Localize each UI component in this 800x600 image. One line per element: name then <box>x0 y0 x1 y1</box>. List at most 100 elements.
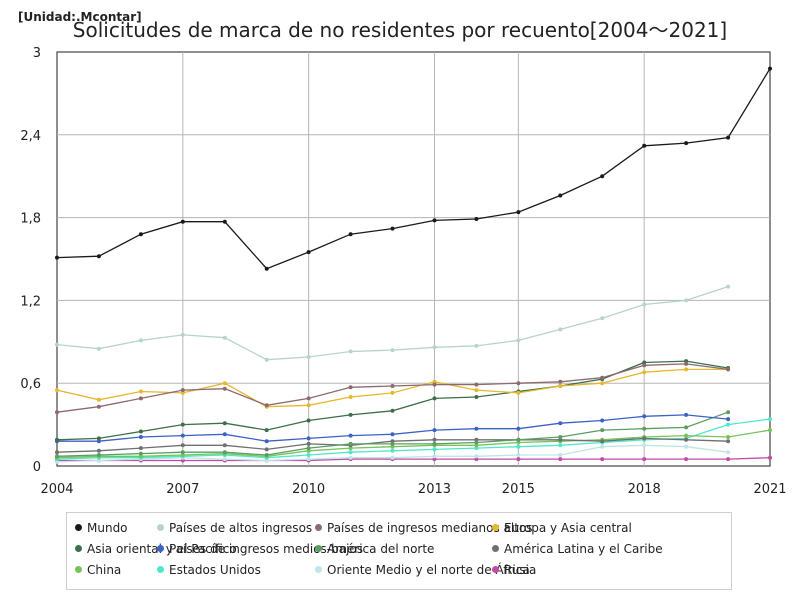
series-europa-y-asia-central <box>55 367 731 409</box>
data-point <box>138 446 143 451</box>
y-tick-label: 0 <box>33 460 41 475</box>
data-point <box>390 226 395 231</box>
data-point <box>642 370 647 375</box>
legend-label: América Latina y el Caribe <box>504 541 663 556</box>
legend-label: Rusia <box>504 562 537 577</box>
data-point <box>432 454 437 459</box>
data-point <box>642 443 647 448</box>
data-point <box>138 232 143 237</box>
legend-item: Estados Unidos <box>157 559 315 580</box>
legend-item: Mundo <box>75 517 157 538</box>
data-point <box>600 418 605 423</box>
series-line <box>57 414 729 442</box>
data-point <box>55 437 59 442</box>
data-point <box>684 457 689 462</box>
legend-label: China <box>87 562 122 577</box>
data-point <box>474 426 479 431</box>
data-point <box>222 432 227 437</box>
data-point <box>474 395 479 399</box>
data-point <box>390 408 395 413</box>
series-line <box>56 363 729 413</box>
legend-label: América del norte <box>327 541 435 556</box>
y-tick-label: 3 <box>33 46 41 61</box>
data-point <box>432 428 437 433</box>
legend-item: América Latina y el Caribe <box>492 538 663 559</box>
data-point <box>180 458 185 463</box>
legend-label: Países de altos ingresos <box>169 520 313 535</box>
legend-label: Países de ingresos medianos altos <box>327 520 533 535</box>
data-point <box>55 459 59 464</box>
legend-item: Europa y Asia central <box>492 517 662 538</box>
data-point <box>306 441 311 446</box>
data-point <box>222 219 227 224</box>
data-point <box>726 135 731 140</box>
data-point <box>516 444 521 449</box>
legend-label: Estados Unidos <box>169 562 261 577</box>
data-point <box>348 232 353 237</box>
legend-label: Países de ingresos medios-bajos <box>169 541 364 556</box>
legend-swatch <box>75 524 82 531</box>
series-china <box>55 428 772 460</box>
data-point <box>138 429 143 434</box>
data-point <box>642 363 647 368</box>
legend-swatch <box>157 566 164 573</box>
series-line <box>56 429 771 459</box>
data-point <box>474 443 479 448</box>
data-point <box>684 298 689 303</box>
data-point <box>306 250 311 255</box>
legend-swatch <box>492 524 499 531</box>
data-point <box>726 284 731 289</box>
data-point <box>642 414 647 419</box>
series-america-del-norte <box>55 410 731 459</box>
legend-item: Países de altos ingresos <box>157 517 315 538</box>
data-point <box>516 381 521 386</box>
data-point <box>516 437 521 442</box>
data-point <box>55 388 59 393</box>
data-point <box>390 444 395 449</box>
data-point <box>348 446 353 451</box>
data-point <box>474 457 479 462</box>
data-point <box>432 382 437 387</box>
data-point <box>684 425 689 430</box>
data-point <box>642 143 647 148</box>
data-point <box>96 453 101 457</box>
data-point <box>600 439 605 444</box>
data-point <box>726 435 731 439</box>
data-point <box>390 384 395 388</box>
data-point <box>306 457 311 462</box>
data-point <box>96 346 101 351</box>
data-point <box>264 428 269 433</box>
series-paises-de-ingresos-medios-bajos <box>55 412 731 444</box>
data-point <box>96 458 101 463</box>
data-point <box>348 395 353 399</box>
data-point <box>516 210 521 215</box>
data-point <box>222 450 227 455</box>
series-paises-de-altos-ingresos <box>55 284 731 362</box>
legend-item: América del norte <box>315 538 492 559</box>
chart-title: Solicitudes de marca de no residentes po… <box>72 18 728 42</box>
legend-item: Países de ingresos medios-bajos <box>157 538 363 559</box>
data-point <box>55 454 59 459</box>
data-point <box>432 218 437 223</box>
data-point <box>474 343 479 348</box>
data-point <box>180 422 185 427</box>
series-line <box>56 68 771 270</box>
data-point <box>180 453 185 457</box>
data-point <box>55 255 59 260</box>
data-point <box>684 141 689 146</box>
legend-swatch <box>492 545 499 552</box>
data-point <box>96 404 101 409</box>
data-point <box>138 389 143 394</box>
series-line <box>57 457 771 462</box>
data-point <box>516 457 521 462</box>
legend-item: Países de ingresos medianos altos <box>315 517 533 538</box>
data-point <box>55 410 59 415</box>
data-point <box>558 193 563 198</box>
data-point <box>642 426 647 431</box>
data-point <box>55 342 59 347</box>
data-point <box>390 448 395 453</box>
legend-swatch <box>492 566 499 573</box>
data-point <box>600 316 605 321</box>
series-oriente-medio-y-el-norte-de-africa <box>55 443 731 464</box>
legend-swatch <box>315 545 322 552</box>
